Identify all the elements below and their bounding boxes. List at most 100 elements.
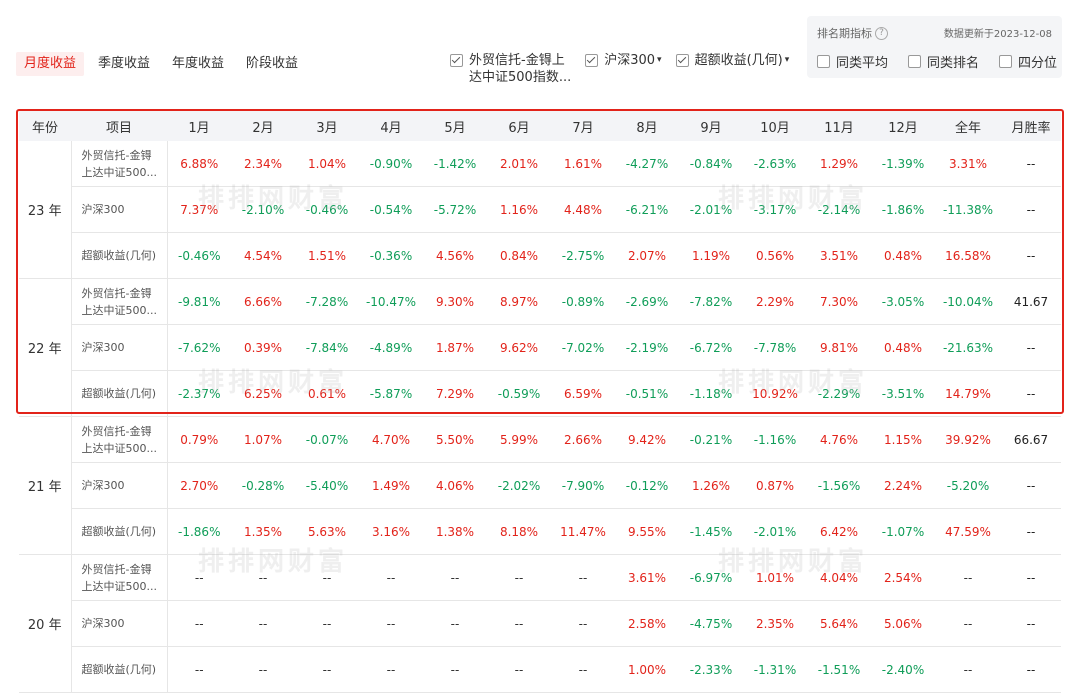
monthly-return-cell: -- — [359, 600, 423, 647]
checkbox-icon[interactable] — [908, 55, 922, 68]
column-header: 月胜率 — [1001, 111, 1061, 141]
monthly-return-cell: 6.59% — [551, 370, 615, 417]
monthly-return-cell: -- — [167, 600, 231, 647]
monthly-return-cell: 1.07% — [231, 416, 295, 463]
monthly-return-cell: -7.02% — [551, 324, 615, 371]
monthly-return-cell: 4.70% — [359, 416, 423, 463]
monthly-return-cell: -- — [359, 554, 423, 601]
table-row: 沪深300 2.70% -0.28% -5.40% 1.49% 4.06% -2.02% -7… — [19, 462, 1061, 509]
column-header: 项目 — [71, 111, 167, 141]
monthly-return-cell: 1.87% — [423, 324, 487, 371]
caret-down-icon[interactable]: ▾ — [784, 55, 790, 65]
monthly-return-cell: -2.37% — [167, 370, 231, 417]
monthly-return-cell: 0.61% — [295, 370, 359, 417]
monthly-return-cell: -7.82% — [679, 278, 743, 325]
monthly-return-cell: 0.48% — [871, 324, 935, 371]
column-header: 6月 — [487, 111, 551, 141]
monthly-return-cell: -2.69% — [615, 278, 679, 325]
monthly-return-cell: 2.01% — [487, 141, 551, 187]
help-icon[interactable]: ? — [875, 26, 888, 40]
item-label: 外贸信托-金锝 — [81, 562, 152, 576]
monthly-return-cell: -0.51% — [615, 370, 679, 417]
monthly-return-cell: 9.55% — [615, 508, 679, 555]
checkbox-icon[interactable] — [817, 55, 830, 68]
series-option-excess[interactable]: 超额收益(几何) ▾ — [675, 52, 790, 86]
monthly-return-cell: -2.63% — [743, 141, 807, 187]
checkbox-icon[interactable] — [585, 54, 599, 67]
monthly-return-cell: -1.51% — [807, 646, 871, 693]
win-rate-cell: -- — [1001, 186, 1061, 233]
monthly-return-cell: 1.61% — [551, 141, 615, 187]
table-row: 超额收益(几何) -- -- -- -- -- -- -- 1.00% -2.33% -1.31% -… — [19, 646, 1061, 693]
table-row: 沪深300 -7.62% 0.39% -7.84% -4.89% 1.87% 9.62% -7… — [19, 324, 1061, 371]
item-cell: 外贸信托-金锝 上达中证500... — [71, 278, 168, 325]
monthly-return-cell: -- — [231, 554, 295, 601]
column-header: 3月 — [295, 111, 359, 141]
column-header: 1月 — [167, 111, 231, 141]
monthly-return-cell: -4.27% — [615, 141, 679, 187]
monthly-return-cell: -- — [231, 600, 295, 647]
period-tabs: 月度收益 季度收益 年度收益 阶段收益 — [16, 52, 312, 76]
tab-quarterly[interactable]: 季度收益 — [98, 56, 151, 71]
monthly-return-cell: 1.16% — [487, 186, 551, 233]
monthly-return-cell: 6.88% — [167, 141, 231, 187]
year-cell: 21 年 — [19, 416, 72, 555]
monthly-return-cell: 4.56% — [423, 232, 487, 279]
table-row: 超额收益(几何) -2.37% 6.25% 0.61% -5.87% 7.29% -0.59… — [19, 370, 1061, 417]
column-header: 7月 — [551, 111, 615, 141]
item-label-line2: 上达中证500... — [81, 579, 158, 593]
monthly-return-cell: -0.84% — [679, 141, 743, 187]
series-option-fund[interactable]: 外贸信托-金锝上 达中证500指数... — [450, 52, 571, 86]
monthly-return-cell: 2.66% — [551, 416, 615, 463]
annual-return-cell: -11.38% — [935, 186, 1001, 233]
monthly-return-cell: -- — [231, 646, 295, 693]
monthly-return-cell: 3.16% — [359, 508, 423, 555]
series-option-csi300[interactable]: 沪深300 ▾ — [585, 52, 662, 86]
annual-return-cell: -- — [935, 600, 1001, 647]
monthly-return-cell: -0.90% — [359, 141, 423, 187]
monthly-return-cell: -- — [487, 646, 551, 693]
item-label: 沪深300 — [81, 203, 125, 216]
item-label-line2: 上达中证500... — [81, 441, 158, 455]
checkbox-icon[interactable] — [675, 54, 689, 67]
monthly-return-cell: 11.47% — [551, 508, 615, 555]
item-cell: 超额收益(几何) — [71, 232, 168, 279]
table-row: 沪深300 -- -- -- -- -- -- -- 2.58% -4.75% 2.35% 5.64%… — [19, 600, 1061, 647]
item-cell: 超额收益(几何) — [71, 646, 168, 693]
win-rate-cell: -- — [1001, 232, 1061, 279]
tab-annual[interactable]: 年度收益 — [172, 56, 225, 71]
monthly-return-cell: 0.79% — [167, 416, 231, 463]
column-header: 5月 — [423, 111, 487, 141]
monthly-return-cell: -2.01% — [743, 508, 807, 555]
win-rate-cell: -- — [1001, 141, 1061, 187]
series-label-line2: 达中证500指数... — [469, 70, 572, 85]
checkbox-icon[interactable] — [450, 54, 463, 67]
monthly-return-cell: 1.15% — [871, 416, 935, 463]
monthly-return-cell: -2.19% — [615, 324, 679, 371]
monthly-return-cell: 7.30% — [807, 278, 871, 325]
rank-option-avg[interactable]: 同类平均 — [817, 52, 888, 71]
annual-return-cell: -21.63% — [935, 324, 1001, 371]
caret-down-icon[interactable]: ▾ — [657, 55, 662, 65]
item-label: 超额收益(几何) — [81, 525, 157, 538]
win-rate-cell: -- — [1001, 370, 1061, 417]
monthly-return-cell: 0.84% — [487, 232, 551, 279]
monthly-return-cell: -5.72% — [423, 186, 487, 233]
monthly-return-cell: -7.90% — [551, 462, 615, 509]
monthly-return-cell: -2.75% — [551, 232, 615, 279]
item-label: 超额收益(几何) — [81, 249, 157, 262]
tab-monthly[interactable]: 月度收益 — [16, 52, 85, 76]
rank-option-rank[interactable]: 同类排名 — [908, 52, 979, 71]
monthly-return-cell: 6.66% — [231, 278, 295, 325]
table-row: 23 年外贸信托-金锝 上达中证500... 6.88% 2.34% 1.04% -0.9… — [19, 141, 1061, 279]
win-rate-cell: -- — [1001, 600, 1061, 647]
rank-panel-title: 排名期指标 — [817, 27, 872, 40]
tab-stage[interactable]: 阶段收益 — [246, 56, 299, 71]
rank-option-quartile[interactable]: 四分位 — [999, 52, 1057, 71]
checkbox-icon[interactable] — [999, 55, 1013, 68]
monthly-return-cell: 2.35% — [743, 600, 807, 647]
monthly-return-cell: 5.64% — [807, 600, 871, 647]
item-label: 外贸信托-金锝 — [81, 148, 152, 162]
table-row: 超额收益(几何) -1.86% 1.35% 5.63% 3.16% 1.38% 8.18% 1… — [19, 508, 1061, 555]
monthly-return-cell: -1.56% — [807, 462, 871, 509]
